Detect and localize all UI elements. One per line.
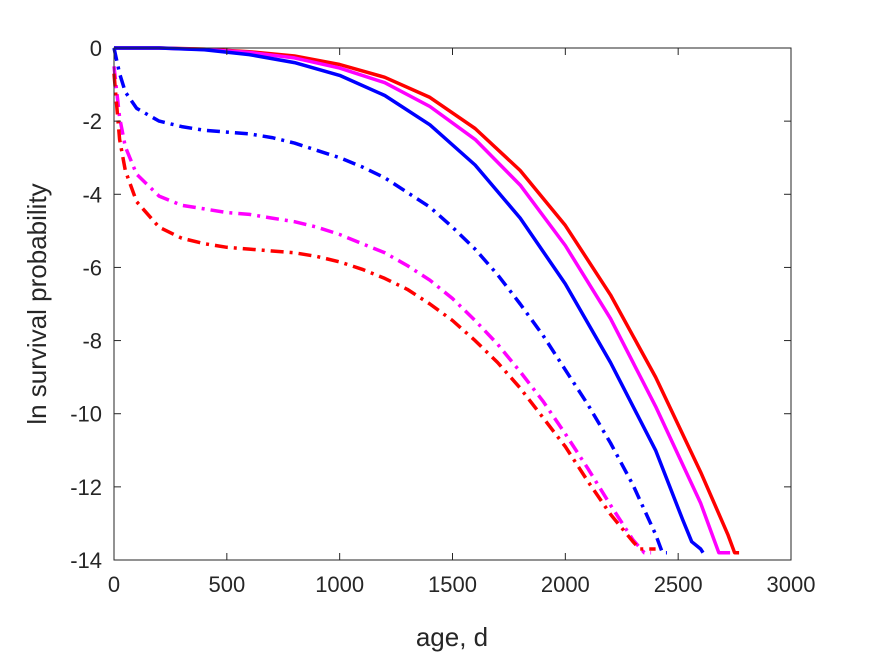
y-tick-label: -8: [82, 329, 102, 354]
x-tick-label: 2500: [654, 572, 703, 597]
x-tick-label: 0: [108, 572, 120, 597]
x-tick-label: 3000: [767, 572, 816, 597]
series-line-6: [112, 73, 656, 551]
x-axis-title: age, d: [416, 622, 488, 652]
y-tick-label: -12: [70, 475, 102, 500]
series-line-4: [112, 47, 667, 555]
x-tick-label: 500: [208, 572, 245, 597]
y-tick-label: -2: [82, 109, 102, 134]
series-line-3: [114, 46, 705, 554]
y-tick-label: -14: [70, 548, 102, 573]
tick-layer: 0 500 1000 1500 2000 2500 3000 0 -2 -4 -6 -8 -10 -12 -…: [70, 36, 815, 597]
x-tick-label: 1500: [428, 572, 477, 597]
x-tick-label: 1000: [315, 572, 364, 597]
y-tick-label: -6: [82, 255, 102, 280]
series-line-5: [112, 66, 652, 555]
y-tick-label: -10: [70, 402, 102, 427]
x-tick-label: 2000: [541, 572, 590, 597]
y-tick-label: -4: [82, 182, 102, 207]
y-axis-title: ln survival probability: [22, 183, 52, 424]
y-tick-label: 0: [90, 36, 102, 61]
